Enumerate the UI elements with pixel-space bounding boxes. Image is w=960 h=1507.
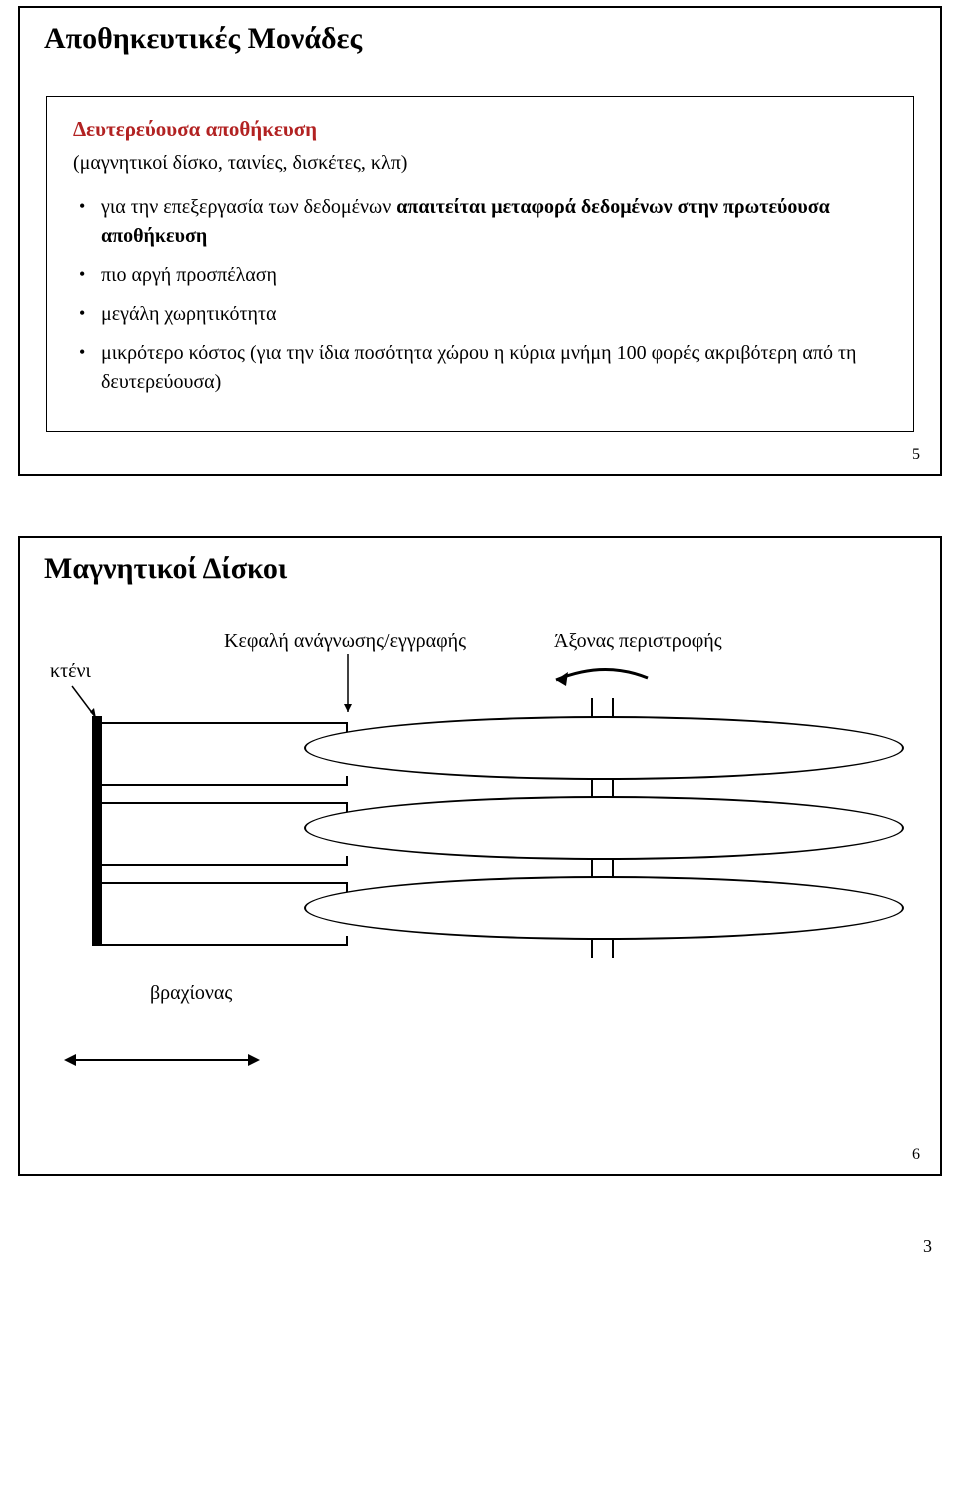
disk-diagram: κτένι Κεφαλή ανάγνωσης/εγγραφής Άξονας π…: [44, 626, 916, 1086]
document-page-number: 3: [0, 1236, 960, 1271]
bullet-3-text: μεγάλη χωρητικότητα: [101, 303, 277, 325]
label-comb: κτένι: [50, 660, 91, 683]
arm-3-bot: [102, 944, 348, 946]
slide-2-page-number: 6: [912, 1146, 920, 1164]
slide-2: Μαγνητικοί Δίσκοι κτένι Κεφαλή ανάγνωσης…: [18, 536, 942, 1176]
slide-1-title: Αποθηκευτικές Μονάδες: [44, 22, 916, 56]
pointer-head: [344, 654, 384, 724]
rotation-arrow-icon: [544, 654, 664, 694]
arm-1-bot: [102, 784, 348, 786]
bullet-2-text: πιο αργή προσπέλαση: [101, 264, 277, 286]
head-3-top: [346, 882, 348, 892]
arm-2-bot: [102, 864, 348, 866]
platter-3: [304, 876, 904, 940]
head-3-bot: [346, 936, 348, 946]
bullet-1-pre: για την επεξεργασία των δεδομένων: [101, 196, 396, 218]
secondary-storage-heading: Δευτερεύουσα αποθήκευση: [73, 117, 887, 142]
bullet-4: μικρότερο κόστος (για την ίδια ποσότητα …: [79, 339, 887, 397]
arm-3-top: [102, 882, 348, 884]
bullet-1: για την επεξεργασία των δεδομένων απαιτε…: [79, 193, 887, 251]
slide-1-inner: Αποθηκευτικές Μονάδες Δευτερεύουσα αποθή…: [20, 8, 940, 474]
arm-1-top: [102, 722, 348, 724]
comb-vertical-bar: [92, 716, 102, 946]
label-head: Κεφαλή ανάγνωσης/εγγραφής: [224, 630, 466, 653]
slide-1-content-box: Δευτερεύουσα αποθήκευση (μαγνητικοί δίσκ…: [46, 96, 914, 432]
bullet-list: για την επεξεργασία των δεδομένων απαιτε…: [73, 193, 887, 397]
slide-1-page-number: 5: [912, 446, 920, 464]
examples-paren: (μαγνητικοί δίσκο, ταινίες, δισκέτες, κλ…: [73, 152, 887, 175]
platter-1: [304, 716, 904, 780]
head-2-top: [346, 802, 348, 812]
bullet-3: μεγάλη χωρητικότητα: [79, 300, 887, 329]
platter-2: [304, 796, 904, 860]
slide-1: Αποθηκευτικές Μονάδες Δευτερεύουσα αποθή…: [18, 6, 942, 476]
head-2-bot: [346, 856, 348, 866]
bullet-4-text: μικρότερο κόστος (για την ίδια ποσότητα …: [101, 342, 856, 393]
label-spindle: Άξονας περιστροφής: [554, 630, 722, 653]
arm-2-top: [102, 802, 348, 804]
head-1-top: [346, 722, 348, 732]
slide-2-title: Μαγνητικοί Δίσκοι: [44, 552, 916, 586]
label-arm: βραχίονας: [150, 982, 232, 1005]
double-arrow-icon: [62, 1050, 262, 1070]
head-1-bot: [346, 776, 348, 786]
slide-2-inner: Μαγνητικοί Δίσκοι κτένι Κεφαλή ανάγνωσης…: [20, 538, 940, 1104]
bullet-2: πιο αργή προσπέλαση: [79, 261, 887, 290]
